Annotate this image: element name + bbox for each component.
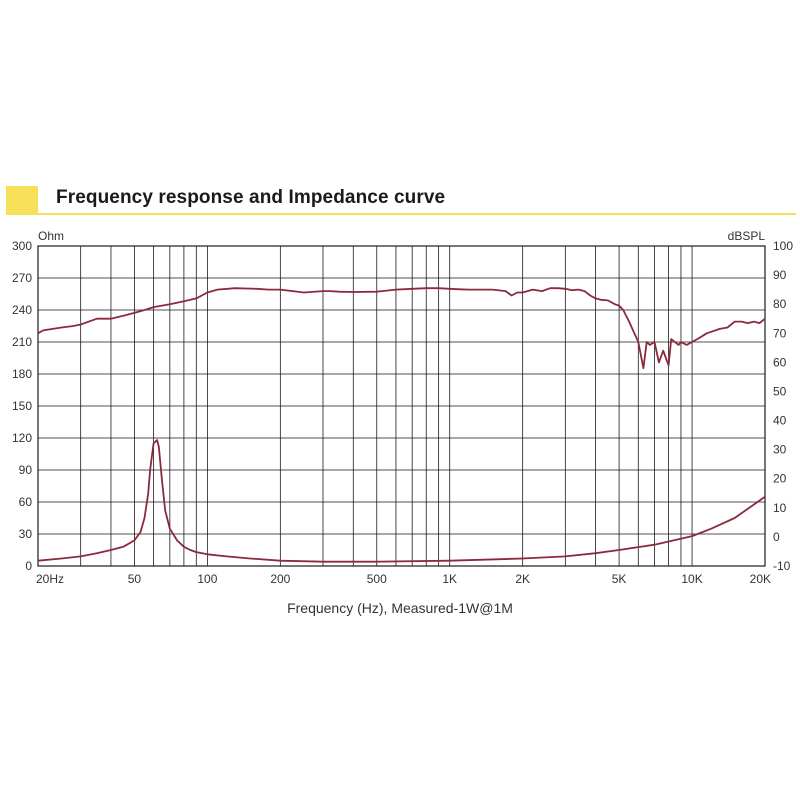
right-axis-unit: dBSPL: [728, 229, 766, 243]
left-tick-label: 0: [25, 559, 32, 573]
x-tick-label: 20K: [750, 572, 771, 586]
axis-labels: 0 30 60 90 120 150 180 210 240 270 300 -10 0 10 20 30 40…: [12, 229, 793, 586]
title-bar: Frequency response and Impedance curve: [6, 186, 796, 215]
chart-title: Frequency response and Impedance curve: [56, 187, 446, 208]
right-tick-label: 70: [773, 326, 787, 340]
x-tick-label: 200: [270, 572, 290, 586]
left-tick-label: 210: [12, 335, 32, 349]
left-axis-unit: Ohm: [38, 229, 64, 243]
x-tick-label: 5K: [612, 572, 627, 586]
left-tick-label: 90: [19, 463, 33, 477]
x-axis-title: Frequency (Hz), Measured-1W@1M: [287, 600, 513, 616]
x-tick-label: 10K: [681, 572, 702, 586]
grid-lines: [37, 245, 766, 567]
right-tick-label: 20: [773, 472, 787, 486]
left-tick-label: 240: [12, 303, 32, 317]
left-tick-label: 150: [12, 399, 32, 413]
right-tick-label: 0: [773, 530, 780, 544]
x-tick-label: 2K: [515, 572, 530, 586]
impedance-curve: [37, 439, 766, 563]
left-tick-label: 270: [12, 271, 32, 285]
right-tick-label: 60: [773, 355, 787, 369]
right-tick-label: 100: [773, 239, 793, 253]
x-tick-label: 20Hz: [36, 572, 64, 586]
plot-frame: [37, 245, 766, 567]
frequency-response-curve: [37, 287, 766, 370]
x-tick-label: 50: [128, 572, 142, 586]
right-tick-label: 80: [773, 297, 787, 311]
x-tick-label: 1K: [442, 572, 457, 586]
right-tick-label: 90: [773, 268, 787, 282]
left-tick-label: 120: [12, 431, 32, 445]
right-tick-label: 10: [773, 501, 787, 515]
curves: [37, 287, 766, 563]
chart-svg: 0 30 60 90 120 150 180 210 240 270 300 -10 0 10 20 30 40…: [12, 229, 793, 586]
x-tick-label: 500: [367, 572, 387, 586]
right-tick-label: -10: [773, 559, 791, 573]
left-tick-label: 30: [19, 527, 33, 541]
title-accent-block: [6, 186, 38, 214]
right-tick-label: 50: [773, 384, 787, 398]
right-tick-label: 40: [773, 414, 787, 428]
left-tick-label: 180: [12, 367, 32, 381]
left-tick-label: 300: [12, 239, 32, 253]
x-tick-label: 100: [197, 572, 217, 586]
title-underline: [6, 213, 796, 215]
right-tick-label: 30: [773, 443, 787, 457]
left-tick-label: 60: [19, 495, 33, 509]
